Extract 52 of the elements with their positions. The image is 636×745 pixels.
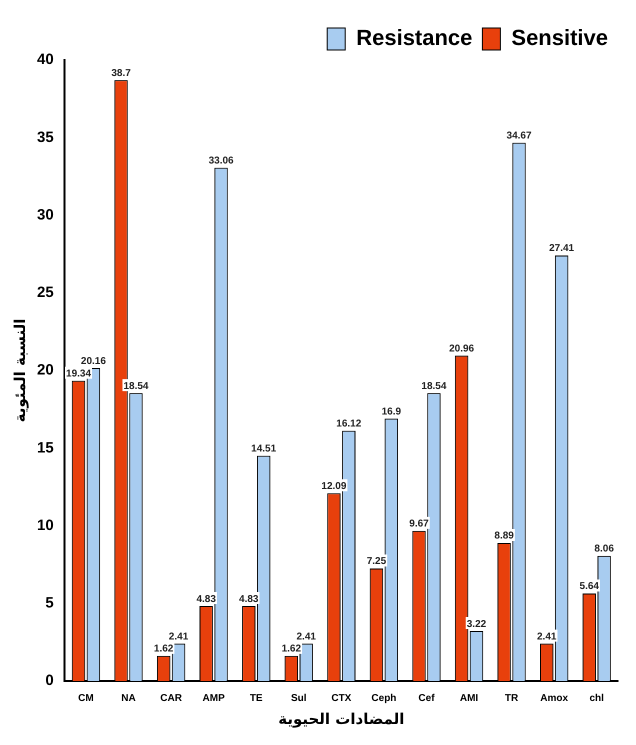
- data-label: 2.41: [296, 631, 316, 642]
- x-tick-label: AMI: [460, 692, 478, 704]
- data-label: 33.06: [208, 155, 234, 166]
- data-label: 16.9: [382, 406, 402, 418]
- x-tick-label: CTX: [331, 692, 352, 704]
- data-label: 20.16: [80, 356, 106, 367]
- data-label: 18.54: [123, 380, 149, 392]
- data-label: 3.22: [466, 618, 487, 630]
- data-label: 18.54: [421, 380, 447, 392]
- data-label: 38.7: [111, 68, 132, 79]
- x-tick-label: AMP: [202, 692, 226, 704]
- data-label: 9.67: [409, 518, 430, 530]
- data-label: 1.62: [154, 644, 174, 655]
- data-label: 20.96: [449, 343, 475, 354]
- x-tick-label: Sul: [291, 692, 307, 704]
- data-label: 4.83: [239, 594, 259, 605]
- x-tick-label: chl: [589, 692, 604, 704]
- legend-label: Sensitive: [511, 25, 608, 50]
- x-tick-label: NA: [121, 692, 136, 704]
- data-label: 7.25: [366, 556, 387, 568]
- y-tick-label: 40: [36, 51, 54, 68]
- y-tick-label: 15: [36, 439, 54, 456]
- data-label: 4.83: [196, 594, 216, 605]
- data-label: 1.62: [282, 644, 302, 655]
- x-tick-label: CAR: [160, 692, 183, 704]
- data-label: 5.64: [580, 581, 600, 592]
- data-label: 34.67: [506, 130, 532, 142]
- y-tick-label: 30: [36, 206, 54, 224]
- y-tick-label: 0: [45, 672, 54, 690]
- x-tick-label: CM: [78, 692, 94, 704]
- data-label: 2.41: [536, 631, 557, 642]
- y-tick-label: 35: [36, 128, 54, 146]
- y-tick-label: 20: [36, 362, 54, 379]
- x-tick-label: Amox: [540, 692, 568, 704]
- y-tick-label: 5: [45, 594, 54, 612]
- x-tick-label: TE: [250, 692, 263, 704]
- x-axis-title: المضادات الحيوية: [278, 710, 404, 728]
- y-axis-title: النسبة المئوية: [10, 318, 29, 422]
- data-label: 16.12: [336, 418, 362, 430]
- y-tick-label: 10: [36, 516, 54, 534]
- data-label: 2.41: [168, 631, 189, 642]
- x-tick-label: TR: [504, 692, 520, 704]
- y-tick-label: 25: [36, 284, 54, 302]
- data-label: 27.41: [549, 243, 575, 254]
- x-tick-label: Cef: [418, 692, 436, 704]
- legend-label: Resistance: [356, 25, 472, 50]
- data-label: 8.89: [494, 530, 514, 542]
- x-tick-label: Ceph: [371, 692, 396, 704]
- data-label: 14.51: [251, 443, 277, 454]
- data-label: 12.09: [321, 481, 347, 492]
- data-label: 19.34: [66, 368, 92, 380]
- data-label: 8.06: [594, 544, 614, 555]
